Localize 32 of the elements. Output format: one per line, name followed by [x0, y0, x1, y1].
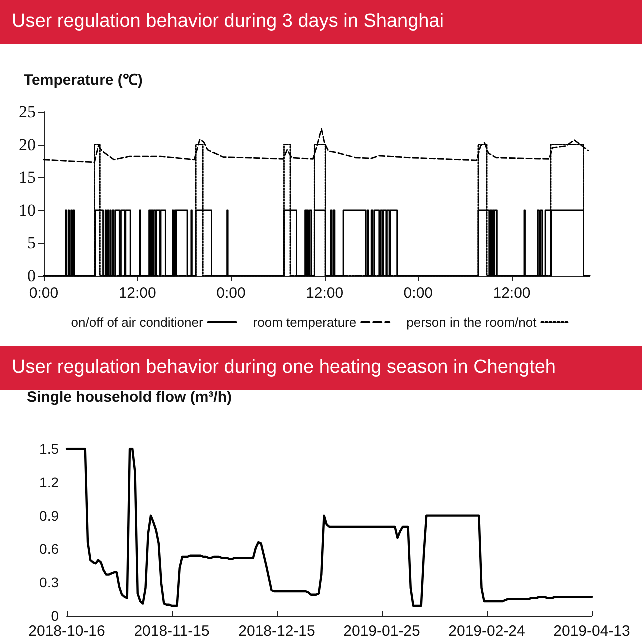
x-tick-label: 2019-04-13 [554, 623, 630, 640]
y-axis-title: Single household flow (m³/h) [27, 389, 232, 406]
x-tick-label: 2019-01-25 [344, 623, 420, 640]
chart-title: User regulation behavior during 3 days in Shanghai [0, 0, 642, 44]
x-tick-label: 0:00 [404, 285, 433, 302]
y-axis-title: Temperature (℃) [24, 72, 143, 89]
x-tick-label: 2018-10-16 [28, 623, 106, 640]
y-tick-label: 25 [19, 102, 36, 122]
x-tick-label: 2018-12-15 [238, 623, 316, 640]
x-tick-label: 12:00 [306, 285, 344, 302]
y-tick-label: 20 [19, 135, 36, 154]
chart-title: User regulation behavior during one heating season in Chengteh [0, 346, 642, 390]
x-tick-label: 2018-11-15 [134, 623, 210, 640]
y-tick-label: 0.9 [40, 508, 60, 524]
x-tick-label: 12:00 [493, 285, 531, 302]
y-tick-label: 1.2 [40, 474, 60, 490]
y-tick-label: 0 [51, 608, 60, 624]
line-series [66, 448, 594, 608]
y-tick-label: 0.6 [40, 541, 60, 558]
x-tick-label: 2019-02-24 [448, 623, 526, 640]
y-tick-label: 1.5 [40, 441, 60, 457]
y-tick-label: 5 [28, 234, 36, 253]
x-tick-label: 12:00 [118, 285, 156, 302]
legend-label: person in the room/not [406, 315, 538, 330]
y-tick-label: 10 [19, 200, 36, 220]
y-tick-label: 0 [28, 266, 36, 286]
y-tick-label: 0.3 [40, 574, 60, 591]
legend-label: on/off of air conditioner [71, 315, 204, 330]
x-tick-label: 0:00 [29, 285, 59, 302]
x-tick-label: 0:00 [216, 285, 246, 302]
legend-label: room temperature [253, 315, 357, 330]
y-tick-label: 15 [19, 168, 36, 188]
